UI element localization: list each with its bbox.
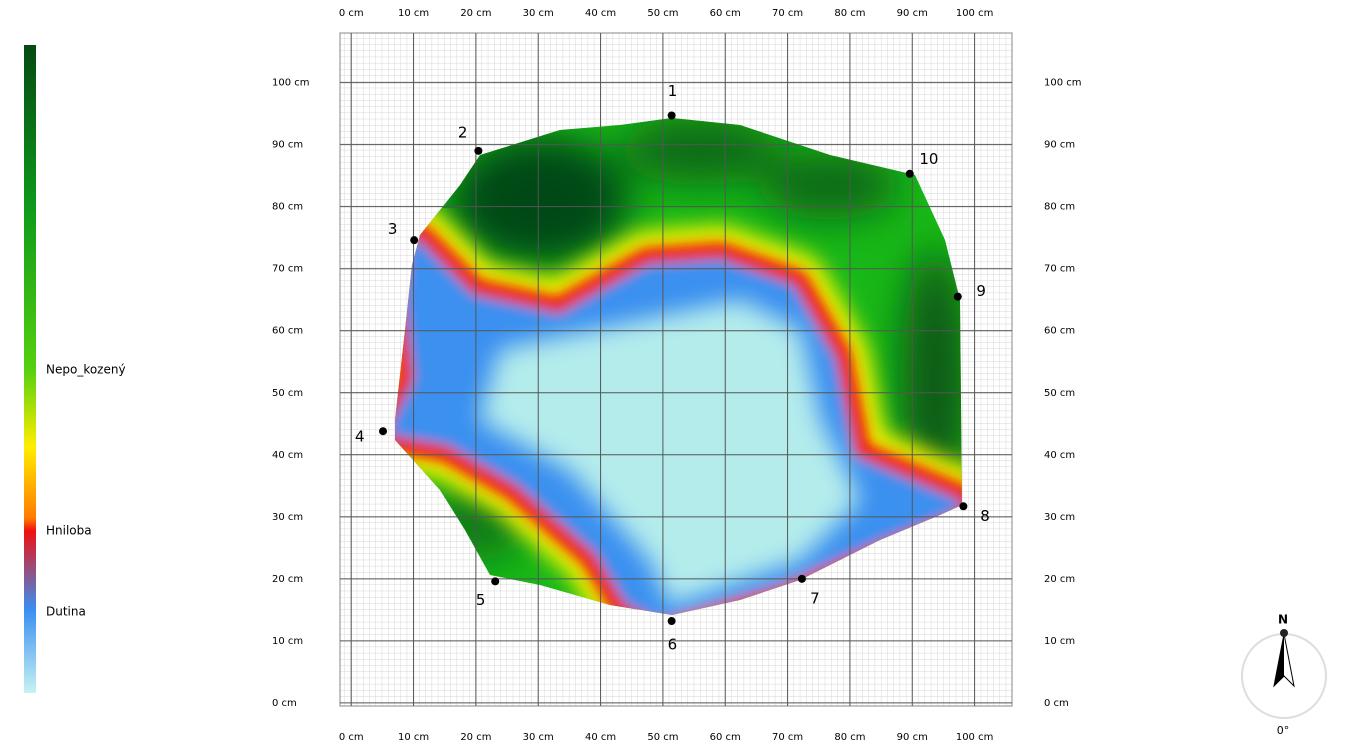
x-tick-label: 80 cm	[834, 732, 865, 742]
sensor-point	[905, 169, 914, 178]
grid	[340, 33, 1012, 706]
sensor-point	[797, 574, 806, 583]
x-tick-label: 20 cm	[460, 732, 491, 742]
sensor-label: 3	[388, 220, 398, 238]
y-tick-label: 10 cm	[1044, 636, 1075, 647]
x-tick-label: 10 cm	[398, 732, 429, 742]
x-tick-label: 50 cm	[647, 732, 678, 742]
sensor-point	[474, 146, 483, 155]
sensor-point	[379, 427, 388, 436]
x-tick-label: 80 cm	[834, 8, 865, 19]
y-tick-label: 10 cm	[272, 636, 303, 647]
x-tick-label: 0 cm	[339, 8, 364, 19]
sensor-point	[667, 111, 676, 120]
x-tick-label: 40 cm	[585, 732, 616, 742]
sensor-point	[667, 617, 676, 626]
legend-label: Nepo_kozený	[46, 363, 126, 377]
y-tick-label: 70 cm	[1044, 264, 1075, 275]
compass-north: N	[1278, 613, 1288, 627]
heatmap	[395, 118, 962, 615]
legend-label: Dutina	[46, 605, 86, 619]
y-tick-label: 0 cm	[272, 698, 297, 709]
x-tick-label: 10 cm	[398, 8, 429, 19]
color-scale	[24, 45, 36, 693]
sensor-label: 9	[976, 282, 986, 300]
x-tick-label: 30 cm	[523, 8, 554, 19]
legend-label: Hniloba	[46, 524, 92, 538]
y-tick-label: 20 cm	[272, 574, 303, 585]
y-tick-label: 40 cm	[272, 450, 303, 461]
x-tick-label: 60 cm	[710, 732, 741, 742]
y-tick-label: 60 cm	[272, 326, 303, 337]
x-tick-label: 90 cm	[897, 732, 928, 742]
y-tick-label: 0 cm	[1044, 698, 1069, 709]
sensor-label: 2	[458, 123, 468, 141]
y-tick-label: 50 cm	[272, 388, 303, 399]
x-tick-label: 0 cm	[339, 732, 364, 742]
y-tick-label: 50 cm	[1044, 388, 1075, 399]
y-tick-label: 30 cm	[272, 512, 303, 523]
compass-angle: 0°	[1277, 724, 1290, 737]
x-tick-label: 70 cm	[772, 8, 803, 19]
y-tick-label: 30 cm	[1044, 512, 1075, 523]
sensor-point	[959, 502, 968, 511]
compass: N 0°	[1241, 613, 1327, 737]
y-tick-label: 80 cm	[1044, 202, 1075, 213]
sensor-point	[410, 236, 419, 245]
sensor-label: 5	[476, 591, 486, 609]
y-tick-label: 40 cm	[1044, 450, 1075, 461]
y-tick-label: 100 cm	[272, 78, 310, 89]
y-tick-label: 70 cm	[272, 264, 303, 275]
sensor-label: 4	[355, 427, 365, 445]
x-tick-label: 70 cm	[772, 732, 803, 742]
sensor-point	[953, 292, 962, 301]
y-tick-label: 20 cm	[1044, 574, 1075, 585]
sensor-label: 10	[919, 150, 938, 168]
x-tick-label: 30 cm	[523, 732, 554, 742]
x-tick-label: 40 cm	[585, 8, 616, 19]
y-tick-label: 100 cm	[1044, 78, 1082, 89]
sensor-label: 8	[980, 507, 990, 525]
x-tick-label: 100 cm	[956, 8, 994, 19]
x-tick-label: 100 cm	[956, 732, 994, 742]
y-tick-label: 60 cm	[1044, 326, 1075, 337]
x-tick-label: 50 cm	[647, 8, 678, 19]
sensor-label: 1	[668, 82, 678, 100]
sensor-label: 6	[668, 636, 678, 654]
y-tick-label: 80 cm	[272, 202, 303, 213]
sensor-point	[491, 577, 500, 586]
y-tick-label: 90 cm	[1044, 140, 1075, 151]
x-tick-label: 90 cm	[897, 8, 928, 19]
sensor-label: 7	[810, 590, 820, 608]
y-tick-label: 90 cm	[272, 140, 303, 151]
x-tick-label: 20 cm	[460, 8, 491, 19]
x-tick-label: 60 cm	[710, 8, 741, 19]
